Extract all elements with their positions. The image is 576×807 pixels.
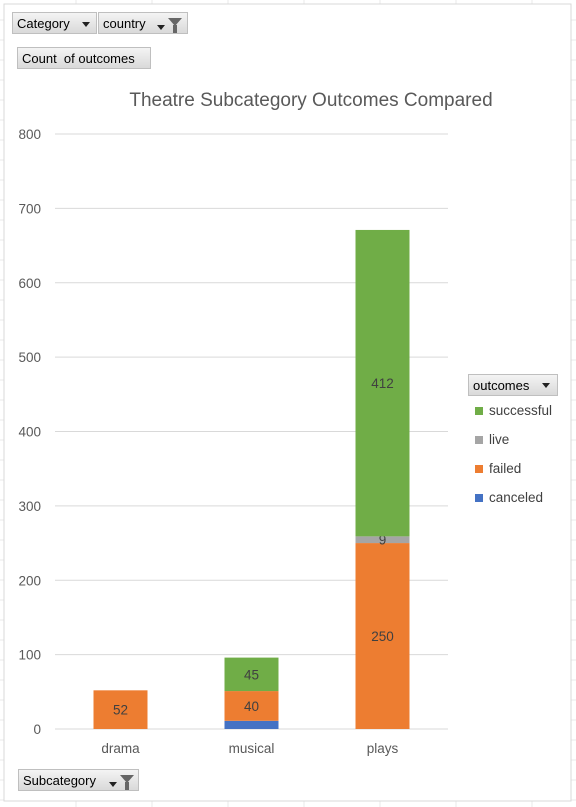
bar-segment-failed[interactable]	[224, 691, 279, 721]
legend-label: live	[489, 432, 510, 447]
legend-label: canceled	[489, 490, 544, 505]
data-label: 412	[371, 376, 394, 391]
bar-segment-canceled[interactable]	[224, 720, 279, 729]
bar-segment-successful[interactable]	[355, 229, 410, 537]
data-label: 52	[113, 703, 128, 718]
category-filter-button[interactable]: Category	[12, 12, 97, 34]
legend-swatch	[475, 406, 483, 415]
y-tick-label: 200	[18, 573, 41, 588]
legend-header-button[interactable]: outcomes	[468, 374, 558, 396]
data-label: 250	[371, 629, 394, 644]
subcategory-field-label: Subcategory	[23, 772, 96, 788]
bar-segment-successful[interactable]	[224, 657, 279, 692]
filter-funnel-icon	[120, 775, 134, 790]
x-tick-label: plays	[367, 741, 399, 756]
y-tick-label: 600	[18, 276, 41, 291]
country-filter-button[interactable]: country	[98, 12, 188, 34]
chart-title: Theatre Subcategory Outcomes Compared	[129, 90, 492, 111]
chevron-down-icon[interactable]	[542, 383, 550, 388]
chevron-down-icon[interactable]	[157, 25, 165, 30]
legend-label: successful	[489, 403, 553, 418]
legend-item-canceled[interactable]: canceled	[475, 490, 543, 505]
y-tick-label: 400	[18, 425, 41, 440]
y-tick-label: 800	[18, 127, 41, 142]
bar-segment-failed[interactable]	[93, 690, 148, 729]
data-label: 9	[379, 533, 387, 548]
x-tick-label: drama	[101, 741, 140, 756]
chevron-down-icon[interactable]	[82, 22, 90, 27]
y-tick-label: 0	[33, 722, 41, 737]
y-tick-label: 100	[18, 648, 41, 663]
data-label: 45	[244, 667, 259, 682]
legend-swatch	[475, 435, 483, 444]
legend-swatch	[475, 464, 483, 473]
legend-item-live[interactable]: live	[475, 432, 509, 447]
legend-swatch	[475, 493, 483, 502]
value-field-button[interactable]: Count of outcomes	[17, 47, 151, 69]
y-tick-label: 500	[18, 350, 41, 365]
chart-frame	[3, 3, 572, 802]
legend-item-successful[interactable]: successful	[475, 403, 552, 418]
bar-segment-failed[interactable]	[355, 543, 410, 729]
chevron-down-icon[interactable]	[109, 782, 117, 787]
filter-funnel-icon	[168, 18, 182, 33]
value-field-label: Count of outcomes	[22, 50, 135, 66]
legend-label: failed	[489, 461, 522, 476]
y-tick-label: 300	[18, 499, 41, 514]
subcategory-field-button[interactable]: Subcategory	[18, 769, 139, 791]
country-filter-label: country	[103, 15, 146, 31]
category-filter-label: Category	[17, 15, 70, 31]
legend-header-label: outcomes	[473, 377, 530, 393]
x-tick-label: musical	[229, 741, 275, 756]
legend-item-failed[interactable]: failed	[475, 461, 521, 476]
data-label: 40	[244, 699, 259, 714]
bar-segment-live[interactable]	[355, 536, 410, 544]
y-tick-label: 700	[18, 201, 41, 216]
